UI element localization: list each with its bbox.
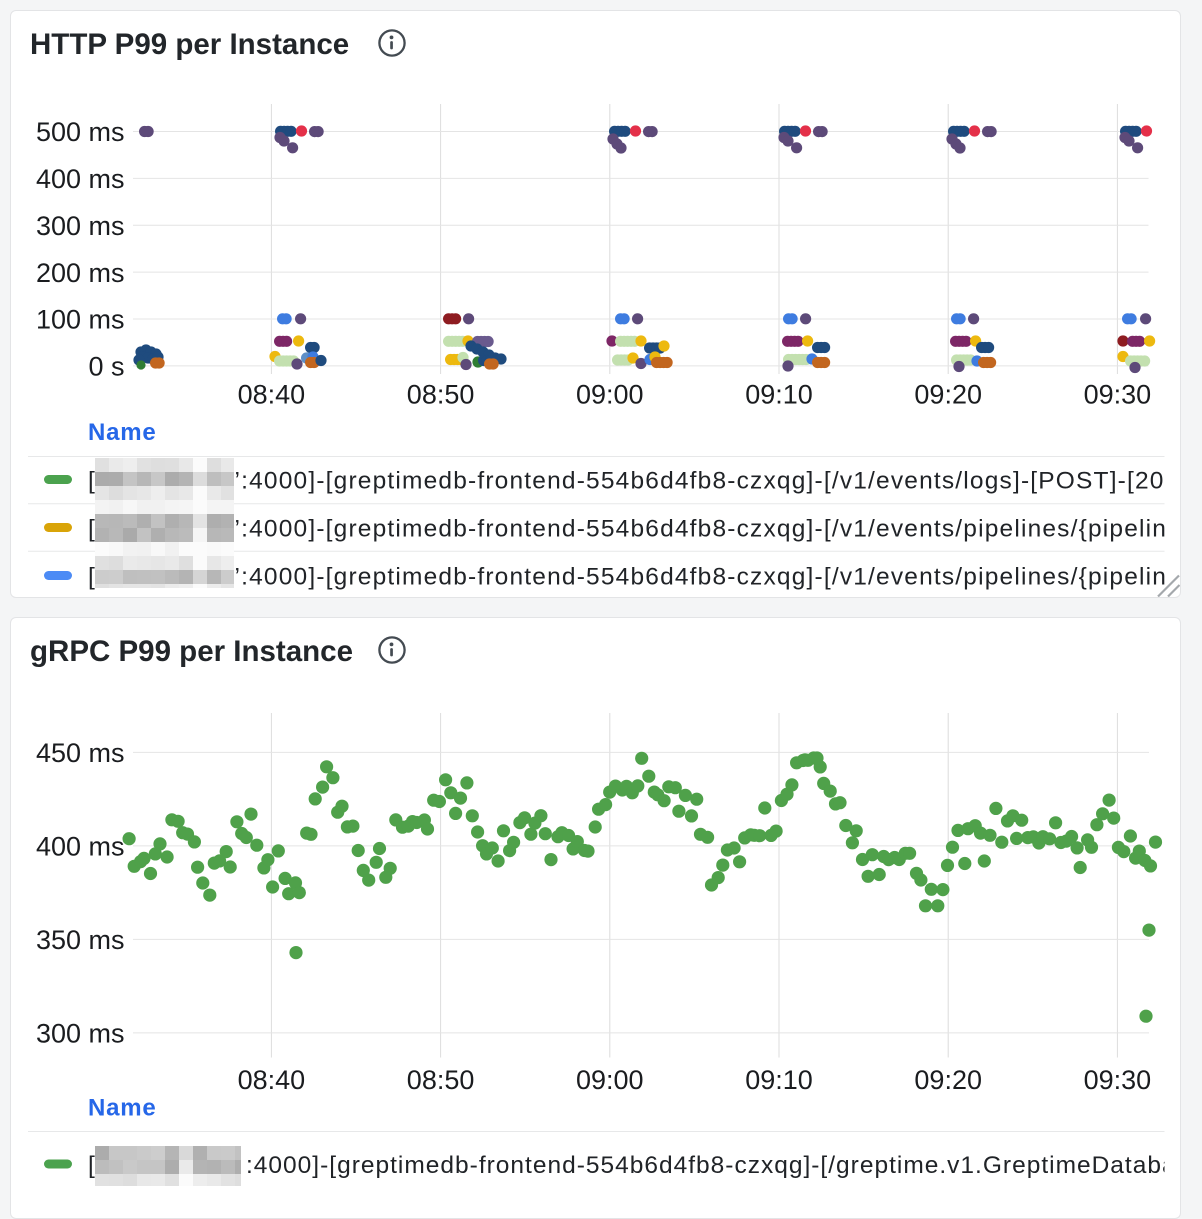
svg-text:300 ms: 300 ms (36, 211, 125, 241)
svg-text:09:00: 09:00 (576, 1065, 644, 1095)
svg-text:’:4000]-[greptimedb-frontend-5: ’:4000]-[greptimedb-frontend-554b6d4fb8-… (235, 515, 1182, 542)
svg-text:400 ms: 400 ms (36, 832, 125, 862)
svg-text:200 ms: 200 ms (36, 258, 125, 288)
svg-text:09:20: 09:20 (914, 1065, 982, 1095)
svg-text:450 ms: 450 ms (36, 738, 125, 768)
svg-text:gRPC P99 per Instance: gRPC P99 per Instance (30, 635, 353, 668)
svg-text:09:00: 09:00 (576, 380, 644, 410)
svg-text:’:4000]-[greptimedb-frontend-5: ’:4000]-[greptimedb-frontend-554b6d4fb8-… (235, 467, 1182, 494)
svg-text::4000]-[greptimedb-frontend-55: :4000]-[greptimedb-frontend-554b6d4fb8-c… (246, 1152, 1181, 1179)
svg-text:09:30: 09:30 (1084, 1065, 1152, 1095)
svg-text:0 s: 0 s (88, 352, 124, 382)
svg-text:350 ms: 350 ms (36, 925, 125, 955)
svg-text:100 ms: 100 ms (36, 305, 125, 335)
svg-text:[: [ (88, 515, 95, 542)
svg-text:08:40: 08:40 (238, 380, 306, 410)
svg-text:’:4000]-[greptimedb-frontend-5: ’:4000]-[greptimedb-frontend-554b6d4fb8-… (235, 563, 1182, 590)
svg-text:08:40: 08:40 (238, 1065, 306, 1095)
svg-text:500 ms: 500 ms (36, 117, 125, 147)
svg-text:08:50: 08:50 (407, 380, 475, 410)
svg-text:09:30: 09:30 (1084, 380, 1152, 410)
svg-text:09:10: 09:10 (745, 380, 813, 410)
svg-text:300 ms: 300 ms (36, 1019, 125, 1049)
svg-text:Name: Name (88, 1095, 157, 1122)
svg-text:[: [ (88, 1152, 95, 1179)
svg-text:[: [ (88, 467, 95, 494)
svg-text:400 ms: 400 ms (36, 164, 125, 194)
svg-text:[: [ (88, 563, 95, 590)
svg-text:09:10: 09:10 (745, 1065, 813, 1095)
svg-text:Name: Name (88, 419, 157, 446)
svg-text:09:20: 09:20 (914, 380, 982, 410)
svg-text:HTTP P99 per Instance: HTTP P99 per Instance (30, 28, 349, 61)
svg-text:08:50: 08:50 (407, 1065, 475, 1095)
